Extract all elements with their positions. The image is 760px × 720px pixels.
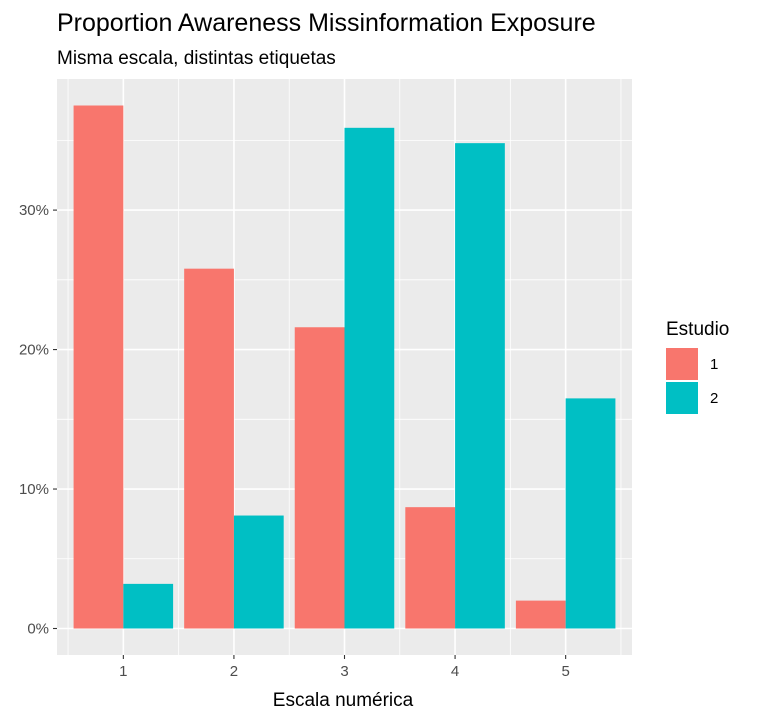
legend-key-1 — [666, 348, 698, 380]
x-tick-label: 4 — [451, 663, 459, 680]
bar-series-2-cat-5 — [565, 398, 616, 629]
x-axis: 1 2 3 4 5 — [119, 655, 570, 680]
bar-series-2-cat-4 — [455, 143, 505, 629]
legend-label-1: 1 — [710, 356, 718, 373]
bar-series-1-cat-4 — [405, 507, 456, 629]
legend-label-2: 2 — [710, 390, 718, 407]
x-tick-label: 2 — [230, 663, 238, 680]
bar-series-2-cat-3 — [344, 127, 395, 629]
bar-series-2-cat-2 — [233, 515, 284, 629]
x-axis-title: Escala numérica — [273, 690, 414, 711]
bars — [73, 105, 616, 629]
bar-series-1-cat-3 — [294, 327, 345, 629]
y-axis: 0% 10% 20% 30% — [19, 202, 57, 638]
x-tick-label: 1 — [119, 663, 127, 680]
legend-title: Estudio — [666, 319, 729, 340]
x-tick-label: 5 — [561, 663, 569, 680]
legend: Estudio 1 2 — [666, 319, 729, 414]
bar-series-1-cat-2 — [184, 268, 234, 629]
chart-title: Proportion Awareness Missinformation Exp… — [57, 9, 596, 37]
y-tick-label: 0% — [27, 621, 49, 638]
y-tick-label: 10% — [19, 481, 49, 498]
y-tick-label: 30% — [19, 202, 49, 219]
y-tick-label: 20% — [19, 342, 49, 359]
legend-key-2 — [666, 382, 698, 414]
bar-series-1-cat-5 — [515, 600, 566, 629]
bar-series-2-cat-1 — [123, 583, 174, 629]
x-tick-label: 3 — [340, 663, 348, 680]
bar-series-1-cat-1 — [73, 105, 124, 629]
chart-subtitle: Misma escala, distintas etiquetas — [57, 48, 336, 69]
